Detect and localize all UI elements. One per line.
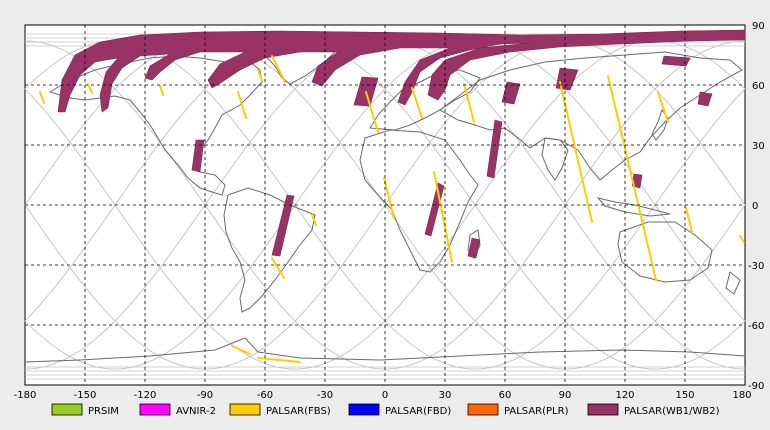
y-tick-label: 0 — [752, 201, 758, 212]
y-tick-label: -60 — [748, 321, 764, 332]
legend-label: PRSIM — [88, 406, 119, 417]
new-zealand-outline — [725, 271, 741, 295]
legend-item-palsar-fbd: PALSAR(FBD) — [348, 403, 451, 417]
legend-label: PALSAR(PLR) — [504, 406, 569, 417]
fbs-strip-2 — [87, 83, 93, 94]
wb-swath-kamchatka — [661, 55, 691, 67]
india-outline — [541, 137, 569, 181]
legend: PRSIM AVNIR-2 PALSAR(FBS) PALSAR(FBD) PA… — [51, 403, 720, 417]
x-tick-label: 150 — [675, 390, 694, 401]
legend-item-prism: PRSIM — [51, 403, 119, 417]
x-axis-ticks: -180 -150 -120 -90 -60 -30 0 30 60 90 12… — [14, 390, 752, 401]
wb-swath-pacific — [697, 91, 713, 107]
fbs-strip-19 — [231, 345, 251, 355]
wb-swath-central-asia — [501, 81, 521, 105]
fbs-strip-4 — [237, 91, 247, 119]
x-tick-label: -90 — [197, 390, 213, 401]
fbs-strip-17 — [685, 207, 693, 233]
x-tick-label: 0 — [382, 390, 388, 401]
x-tick-label: -60 — [257, 390, 273, 401]
fbs-strip-5 — [271, 55, 286, 83]
legend-swatch — [348, 403, 380, 416]
legend-swatch — [51, 403, 83, 416]
indonesia-outline — [596, 197, 671, 217]
x-tick-label: 60 — [499, 390, 512, 401]
fbs-strip-7 — [271, 257, 285, 279]
legend-swatch — [139, 403, 171, 416]
y-tick-label: 90 — [752, 21, 765, 32]
antarctica-outline — [24, 337, 746, 363]
x-tick-label: -30 — [317, 390, 333, 401]
x-tick-label: 180 — [732, 390, 751, 401]
wb-swath-south-america — [271, 194, 295, 257]
wb-swath-americas-north — [191, 139, 205, 173]
fbs-strip-20 — [257, 357, 301, 363]
y-tick-label: 60 — [752, 81, 765, 92]
legend-item-palsar-fbs: PALSAR(FBS) — [229, 403, 331, 417]
wb-swath-arc — [57, 29, 746, 113]
wb-swath-east-africa — [467, 237, 481, 259]
legend-item-avnir2: AVNIR-2 — [139, 403, 216, 417]
fbs-strip-16 — [657, 91, 669, 123]
japan-outline — [651, 108, 669, 141]
x-tick-label: -150 — [74, 390, 97, 401]
wb-swath-middle-east — [486, 119, 503, 179]
fbs-strip-15 — [607, 75, 657, 281]
legend-label: AVNIR-2 — [176, 406, 216, 417]
fbs-strip-13 — [463, 83, 475, 123]
fbs-strip-8 — [311, 214, 317, 226]
legend-item-palsar-plr: PALSAR(PLR) — [467, 403, 569, 417]
asia-outline — [439, 51, 743, 181]
y-tick-label: -90 — [748, 381, 764, 392]
y-tick-label: 30 — [752, 141, 765, 152]
europe-outline — [369, 69, 481, 131]
grid-lines — [25, 25, 745, 385]
australia-outline — [617, 221, 713, 283]
fbs-strip-10 — [383, 177, 395, 219]
fbs-strip-3 — [159, 85, 164, 96]
legend-swatch — [467, 403, 499, 416]
legend-label: PALSAR(FBS) — [266, 406, 331, 417]
x-tick-label: 90 — [559, 390, 572, 401]
x-tick-label: -180 — [14, 390, 37, 401]
x-tick-label: 120 — [615, 390, 634, 401]
legend-swatch — [229, 403, 261, 416]
legend-label: PALSAR(WB1/WB2) — [624, 406, 720, 417]
fbs-strip-11 — [411, 87, 423, 119]
y-tick-label: -30 — [748, 261, 764, 272]
x-tick-label: 30 — [439, 390, 452, 401]
legend-item-palsar-wb: PALSAR(WB1/WB2) — [587, 403, 720, 417]
fbs-strip-6 — [257, 69, 263, 81]
fbs-strip-9 — [365, 91, 379, 133]
legend-label: PALSAR(FBD) — [385, 406, 451, 417]
fbs-strip-12 — [433, 171, 453, 263]
fbs-strip-18 — [739, 235, 745, 243]
x-tick-label: -120 — [134, 390, 157, 401]
y-axis-ticks: 90 60 30 0 -30 -60 -90 — [748, 21, 765, 392]
legend-swatch — [587, 403, 619, 416]
fbs-strip-1 — [39, 91, 45, 104]
